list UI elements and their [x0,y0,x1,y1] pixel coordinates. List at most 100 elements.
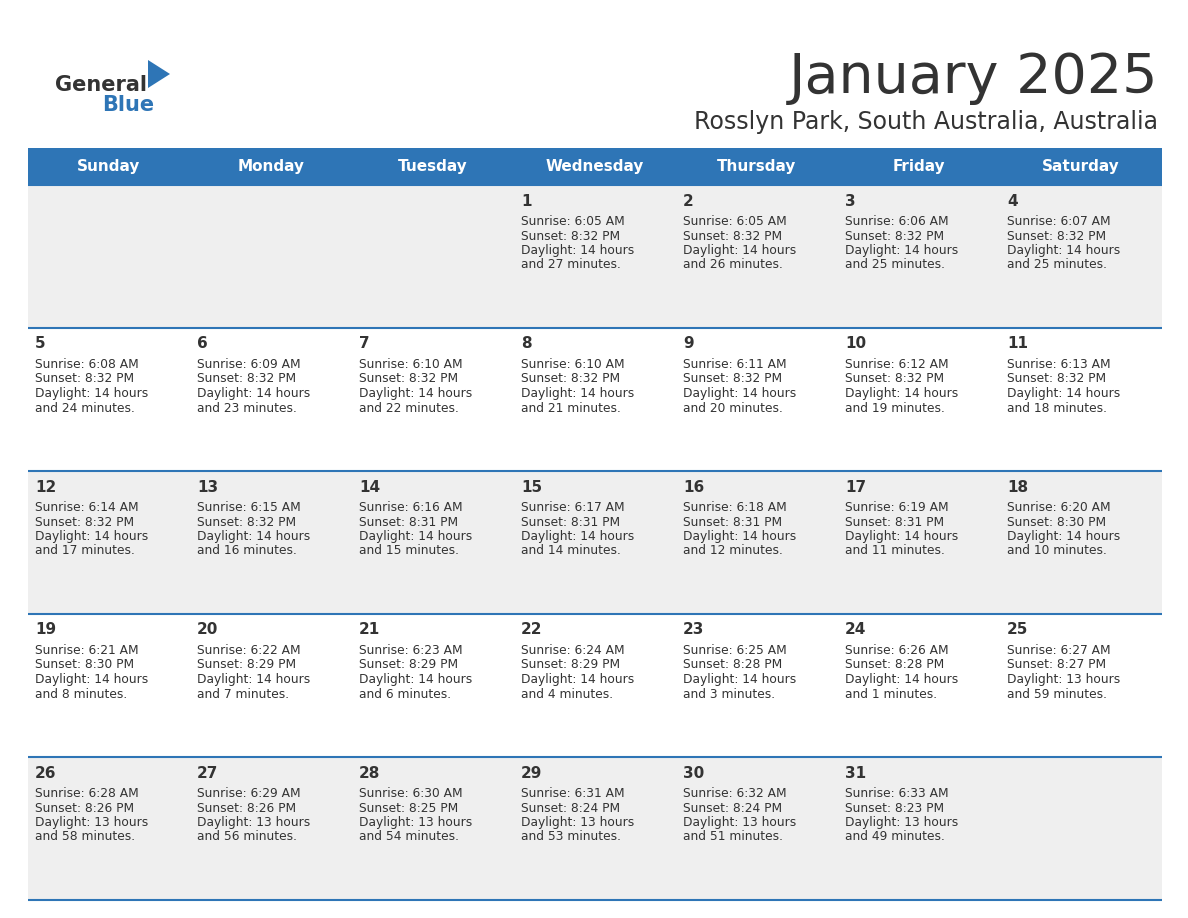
Text: Sunrise: 6:29 AM: Sunrise: 6:29 AM [197,787,301,800]
Text: Sunrise: 6:31 AM: Sunrise: 6:31 AM [522,787,625,800]
Text: 3: 3 [845,194,855,208]
Text: and 12 minutes.: and 12 minutes. [683,544,783,557]
Text: 15: 15 [522,479,542,495]
Text: January 2025: January 2025 [789,51,1158,105]
Text: and 26 minutes.: and 26 minutes. [683,259,783,272]
Text: Daylight: 14 hours: Daylight: 14 hours [683,244,796,257]
Bar [29,614,1162,757]
Text: and 7 minutes.: and 7 minutes. [197,688,289,700]
Text: Daylight: 14 hours: Daylight: 14 hours [845,530,959,543]
Text: 18: 18 [1007,479,1028,495]
Bar [29,185,1162,328]
Text: Sunrise: 6:28 AM: Sunrise: 6:28 AM [34,787,139,800]
Text: Sunrise: 6:33 AM: Sunrise: 6:33 AM [845,787,949,800]
Text: Sunset: 8:32 PM: Sunset: 8:32 PM [197,373,296,386]
Text: 7: 7 [359,337,369,352]
Text: Daylight: 14 hours: Daylight: 14 hours [845,387,959,400]
Text: Saturday: Saturday [1042,159,1120,174]
Text: Sunrise: 6:09 AM: Sunrise: 6:09 AM [197,358,301,371]
Text: 10: 10 [845,337,866,352]
Text: Blue: Blue [102,95,154,115]
Text: Daylight: 14 hours: Daylight: 14 hours [359,530,473,543]
Text: 23: 23 [683,622,704,637]
Text: Thursday: Thursday [718,159,797,174]
Text: Daylight: 14 hours: Daylight: 14 hours [34,673,148,686]
Text: 13: 13 [197,479,219,495]
Text: Daylight: 13 hours: Daylight: 13 hours [522,816,634,829]
Text: and 51 minutes.: and 51 minutes. [683,831,783,844]
Text: Daylight: 13 hours: Daylight: 13 hours [359,816,473,829]
Text: Friday: Friday [892,159,946,174]
Text: Sunset: 8:32 PM: Sunset: 8:32 PM [522,373,620,386]
Text: and 1 minutes.: and 1 minutes. [845,688,937,700]
Text: Sunrise: 6:14 AM: Sunrise: 6:14 AM [34,501,139,514]
Text: and 58 minutes.: and 58 minutes. [34,831,135,844]
Text: Sunset: 8:32 PM: Sunset: 8:32 PM [34,373,134,386]
Text: and 22 minutes.: and 22 minutes. [359,401,459,415]
Text: and 3 minutes.: and 3 minutes. [683,688,775,700]
Text: Daylight: 14 hours: Daylight: 14 hours [1007,387,1120,400]
Text: Daylight: 14 hours: Daylight: 14 hours [683,387,796,400]
Text: 26: 26 [34,766,57,780]
Text: and 25 minutes.: and 25 minutes. [845,259,944,272]
Text: and 4 minutes.: and 4 minutes. [522,688,613,700]
Text: and 27 minutes.: and 27 minutes. [522,259,621,272]
Text: Sunrise: 6:16 AM: Sunrise: 6:16 AM [359,501,462,514]
Text: 12: 12 [34,479,56,495]
Text: 30: 30 [683,766,704,780]
Text: 2: 2 [683,194,694,208]
Text: Daylight: 13 hours: Daylight: 13 hours [683,816,796,829]
Text: Sunset: 8:32 PM: Sunset: 8:32 PM [845,230,944,242]
Text: Sunrise: 6:17 AM: Sunrise: 6:17 AM [522,501,625,514]
Text: Rosslyn Park, South Australia, Australia: Rosslyn Park, South Australia, Australia [694,110,1158,134]
Text: Sunset: 8:29 PM: Sunset: 8:29 PM [522,658,620,671]
Text: and 8 minutes.: and 8 minutes. [34,688,127,700]
Text: Sunrise: 6:22 AM: Sunrise: 6:22 AM [197,644,301,657]
Text: Sunrise: 6:32 AM: Sunrise: 6:32 AM [683,787,786,800]
Text: Sunset: 8:28 PM: Sunset: 8:28 PM [845,658,944,671]
Text: Sunset: 8:25 PM: Sunset: 8:25 PM [359,801,459,814]
Text: 1: 1 [522,194,531,208]
Text: Sunset: 8:32 PM: Sunset: 8:32 PM [1007,230,1106,242]
Text: Sunset: 8:26 PM: Sunset: 8:26 PM [197,801,296,814]
Text: and 25 minutes.: and 25 minutes. [1007,259,1107,272]
Text: Daylight: 13 hours: Daylight: 13 hours [845,816,959,829]
Text: Sunrise: 6:08 AM: Sunrise: 6:08 AM [34,358,139,371]
Text: and 15 minutes.: and 15 minutes. [359,544,459,557]
Bar [29,328,1162,471]
Text: Daylight: 14 hours: Daylight: 14 hours [359,673,473,686]
Text: and 14 minutes.: and 14 minutes. [522,544,621,557]
Text: 24: 24 [845,622,866,637]
Text: 29: 29 [522,766,543,780]
Text: Sunrise: 6:20 AM: Sunrise: 6:20 AM [1007,501,1111,514]
Bar [29,471,1162,614]
Text: and 21 minutes.: and 21 minutes. [522,401,621,415]
Text: Sunrise: 6:10 AM: Sunrise: 6:10 AM [359,358,462,371]
Text: Daylight: 14 hours: Daylight: 14 hours [197,673,310,686]
Text: and 18 minutes.: and 18 minutes. [1007,401,1107,415]
Text: 14: 14 [359,479,380,495]
Text: and 19 minutes.: and 19 minutes. [845,401,944,415]
Text: Daylight: 14 hours: Daylight: 14 hours [683,530,796,543]
Text: Sunset: 8:24 PM: Sunset: 8:24 PM [683,801,782,814]
Text: Sunrise: 6:06 AM: Sunrise: 6:06 AM [845,215,949,228]
Text: and 10 minutes.: and 10 minutes. [1007,544,1107,557]
Text: Sunrise: 6:15 AM: Sunrise: 6:15 AM [197,501,301,514]
Text: 20: 20 [197,622,219,637]
Text: Wednesday: Wednesday [545,159,644,174]
Text: 4: 4 [1007,194,1018,208]
Text: Sunrise: 6:10 AM: Sunrise: 6:10 AM [522,358,625,371]
Text: Sunrise: 6:25 AM: Sunrise: 6:25 AM [683,644,786,657]
Text: Sunrise: 6:18 AM: Sunrise: 6:18 AM [683,501,786,514]
Text: Daylight: 13 hours: Daylight: 13 hours [1007,673,1120,686]
Text: 21: 21 [359,622,380,637]
Bar [29,757,1162,900]
Text: and 24 minutes.: and 24 minutes. [34,401,135,415]
Text: General: General [55,75,147,95]
Text: Sunset: 8:32 PM: Sunset: 8:32 PM [359,373,459,386]
Text: and 54 minutes.: and 54 minutes. [359,831,459,844]
Text: Sunrise: 6:30 AM: Sunrise: 6:30 AM [359,787,462,800]
Text: and 11 minutes.: and 11 minutes. [845,544,944,557]
Text: Sunrise: 6:19 AM: Sunrise: 6:19 AM [845,501,949,514]
Text: Sunrise: 6:27 AM: Sunrise: 6:27 AM [1007,644,1111,657]
